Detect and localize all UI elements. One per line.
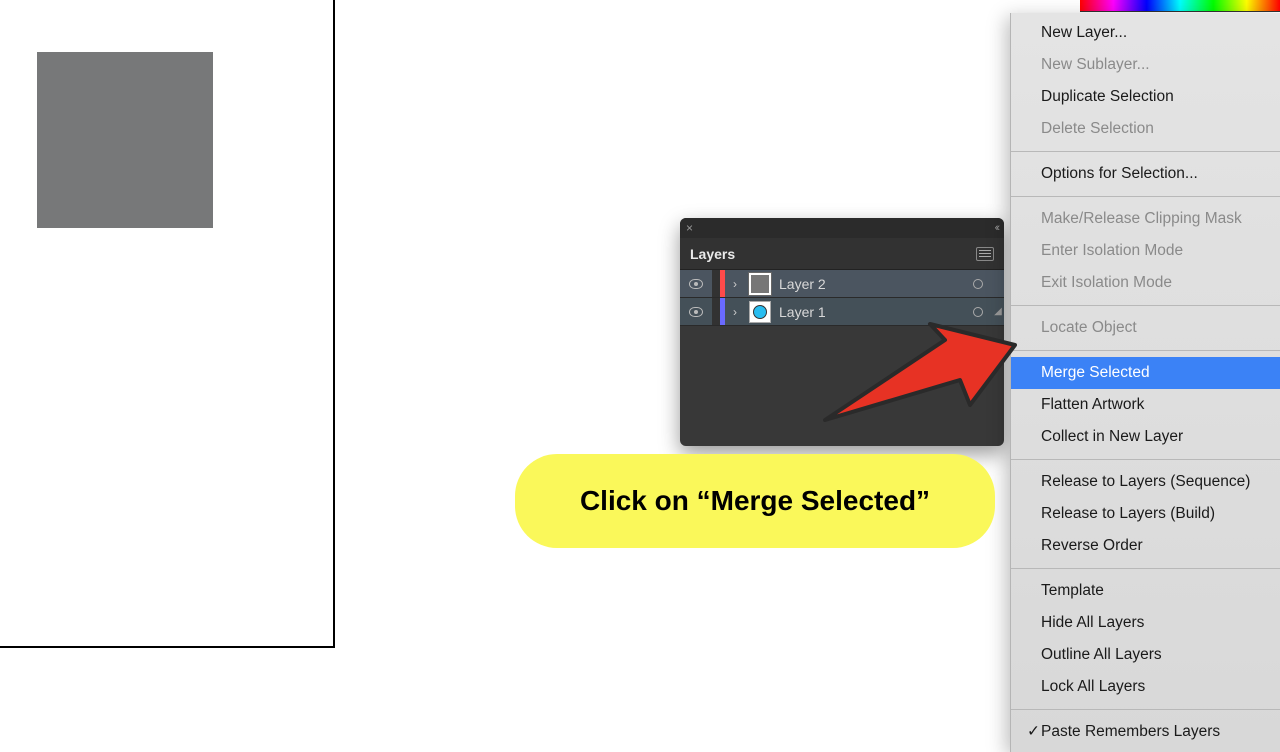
panel-menu-icon[interactable]	[976, 247, 994, 261]
selection-indicator: ◢	[992, 306, 1004, 317]
gray-rectangle-shape	[37, 52, 213, 228]
menu-item-flatten-artwork[interactable]: Flatten Artwork	[1011, 389, 1280, 421]
menu-separator	[1011, 568, 1280, 569]
menu-item-template[interactable]: Template	[1011, 575, 1280, 607]
layers-context-menu: New Layer...New Sublayer...Duplicate Sel…	[1010, 13, 1280, 752]
menu-separator	[1011, 151, 1280, 152]
panel-title: Layers	[690, 246, 735, 262]
layer-row[interactable]: › Layer 2	[680, 270, 1004, 298]
visibility-toggle[interactable]	[680, 279, 712, 289]
collapse-icon[interactable]: ‹‹	[995, 222, 998, 234]
menu-item-exit-isolation-mode: Exit Isolation Mode	[1011, 267, 1280, 299]
panel-header: Layers	[680, 238, 1004, 270]
color-spectrum-strip	[1080, 0, 1280, 12]
menu-separator	[1011, 459, 1280, 460]
menu-item-new-layer[interactable]: New Layer...	[1011, 17, 1280, 49]
menu-item-merge-selected[interactable]: Merge Selected	[1011, 357, 1280, 389]
menu-item-collect-in-new-layer[interactable]: Collect in New Layer	[1011, 421, 1280, 453]
menu-item-hide-all-layers[interactable]: Hide All Layers	[1011, 607, 1280, 639]
menu-item-make-release-clipping-mask: Make/Release Clipping Mask	[1011, 203, 1280, 235]
menu-item-reverse-order[interactable]: Reverse Order	[1011, 530, 1280, 562]
menu-item-lock-all-layers[interactable]: Lock All Layers	[1011, 671, 1280, 703]
menu-separator	[1011, 350, 1280, 351]
instruction-text: Click on “Merge Selected”	[580, 485, 930, 517]
layer-row[interactable]: › Layer 1 ◢	[680, 298, 1004, 326]
instruction-callout: Click on “Merge Selected”	[515, 454, 995, 548]
visibility-toggle[interactable]	[680, 307, 712, 317]
layer-rows-container: › Layer 2 › Layer 1 ◢	[680, 270, 1004, 326]
layer-thumbnail	[749, 301, 771, 323]
menu-item-new-sublayer: New Sublayer...	[1011, 49, 1280, 81]
expand-icon[interactable]: ›	[725, 277, 745, 291]
eye-icon	[689, 279, 703, 289]
menu-separator	[1011, 196, 1280, 197]
menu-item-outline-all-layers[interactable]: Outline All Layers	[1011, 639, 1280, 671]
menu-separator	[1011, 305, 1280, 306]
layer-name-label: Layer 2	[779, 276, 964, 292]
layer-name-label: Layer 1	[779, 304, 964, 320]
layers-panel: × ‹‹ Layers › Layer 2 › Layer 1 ◢	[680, 218, 1004, 446]
menu-item-release-to-layers-build[interactable]: Release to Layers (Build)	[1011, 498, 1280, 530]
menu-item-duplicate-selection[interactable]: Duplicate Selection	[1011, 81, 1280, 113]
menu-item-paste-remembers-layers[interactable]: ✓Paste Remembers Layers	[1011, 716, 1280, 748]
panel-titlebar: × ‹‹	[680, 218, 1004, 238]
check-icon: ✓	[1027, 720, 1041, 744]
menu-item-enter-isolation-mode: Enter Isolation Mode	[1011, 235, 1280, 267]
menu-item-options-for-selection[interactable]: Options for Selection...	[1011, 158, 1280, 190]
menu-item-delete-selection: Delete Selection	[1011, 113, 1280, 145]
menu-separator	[1011, 709, 1280, 710]
close-icon[interactable]: ×	[686, 222, 693, 234]
layer-thumbnail	[749, 273, 771, 295]
target-icon[interactable]	[964, 279, 992, 289]
target-icon[interactable]	[964, 307, 992, 317]
menu-item-release-to-layers-sequence[interactable]: Release to Layers (Sequence)	[1011, 466, 1280, 498]
menu-item-locate-object: Locate Object	[1011, 312, 1280, 344]
expand-icon[interactable]: ›	[725, 305, 745, 319]
eye-icon	[689, 307, 703, 317]
